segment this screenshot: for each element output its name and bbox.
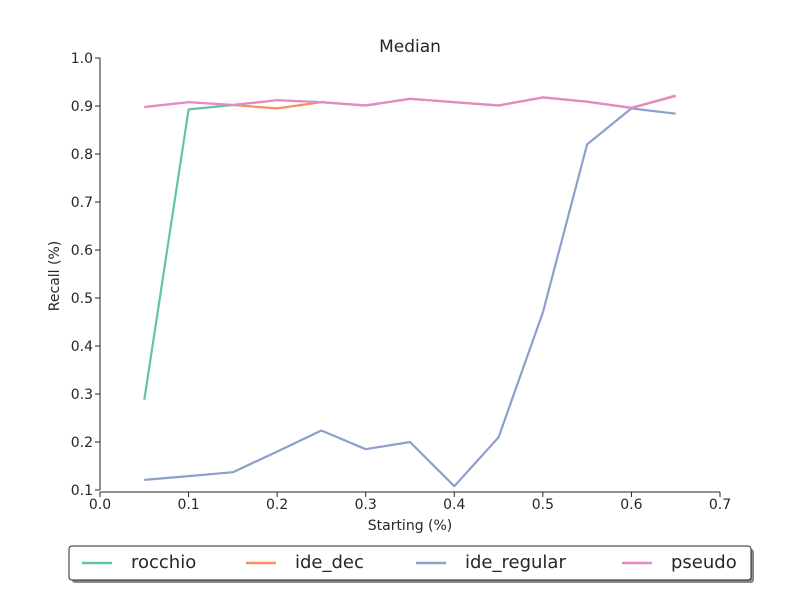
series-line-rocchio — [143, 94, 676, 400]
series-lines — [143, 94, 676, 488]
x-tick-label: 0.1 — [177, 497, 199, 513]
axes — [99, 58, 720, 493]
y-tick-label: 1.0 — [71, 51, 93, 67]
y-tick-label: 0.2 — [71, 435, 93, 451]
y-tick-label: 0.7 — [71, 195, 93, 211]
y-tick-label: 0.1 — [71, 483, 93, 499]
legend-label-ide-dec: ide_dec — [295, 552, 364, 573]
y-tick-label: 0.3 — [71, 387, 93, 403]
legend: rocchio ide_dec ide_regular pseudo — [68, 545, 754, 583]
x-tick-label: 0.3 — [355, 497, 377, 513]
legend-label-rocchio: rocchio — [131, 552, 196, 573]
legend-box — [68, 545, 752, 581]
x-tick-label: 0.5 — [532, 497, 554, 513]
y-tick-labels: 0.1 0.2 0.3 0.4 0.5 0.6 0.7 0.8 0.9 1.0 — [71, 51, 100, 499]
legend-items: rocchio ide_dec ide_regular pseudo — [82, 552, 737, 573]
x-axis-label: Starting (%) — [368, 518, 453, 534]
legend-label-ide-regular: ide_regular — [465, 552, 566, 573]
y-tick-label: 0.6 — [71, 243, 93, 259]
series-line-ide-regular — [144, 107, 676, 488]
x-tick-label: 0.4 — [443, 497, 465, 513]
x-tick-label: 0.2 — [266, 497, 288, 513]
y-tick-label: 0.8 — [71, 147, 93, 163]
y-tick-label: 0.4 — [71, 339, 93, 355]
legend-label-pseudo: pseudo — [671, 552, 737, 573]
y-tick-label: 0.5 — [71, 291, 93, 307]
x-tick-label: 0.0 — [89, 497, 111, 513]
chart-title: Median — [379, 37, 441, 57]
x-tick-label: 0.7 — [709, 497, 731, 513]
series-line-pseudo — [144, 94, 676, 110]
x-tick-label: 0.6 — [620, 497, 642, 513]
y-tick-label: 0.9 — [71, 99, 93, 115]
x-tick-labels: 0.0 0.1 0.2 0.3 0.4 0.5 0.6 0.7 — [89, 492, 731, 513]
y-axis-label: Recall (%) — [47, 241, 63, 311]
